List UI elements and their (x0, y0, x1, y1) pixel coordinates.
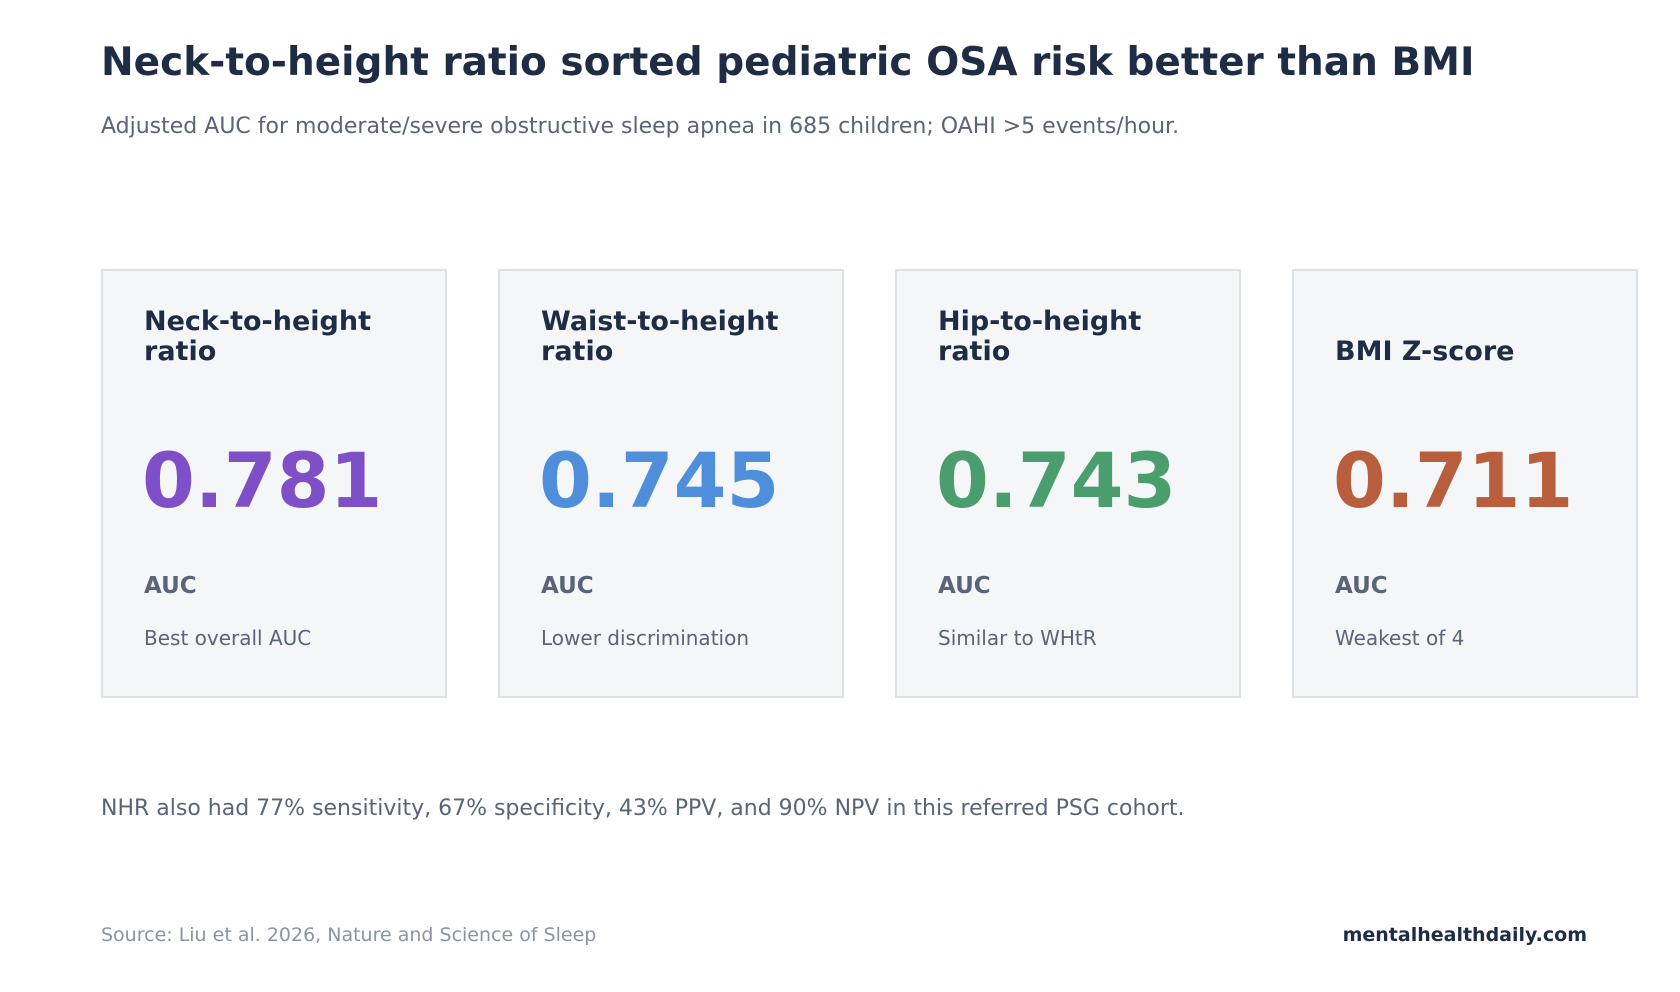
card-label: Neck-to-height ratio (144, 306, 371, 367)
card-value: 0.745 (539, 436, 780, 525)
card-value: 0.781 (142, 436, 383, 525)
card-label: Waist-to-height ratio (541, 306, 779, 367)
source: Source: Liu et al. 2026, Nature and Scie… (101, 924, 597, 946)
card-label: BMI Z-score (1335, 336, 1515, 367)
card-unit: AUC (1335, 573, 1388, 599)
card-note: Lower discrimination (541, 626, 749, 650)
footnote: NHR also had 77% sensitivity, 67% specif… (101, 796, 1185, 821)
metric-card: BMI Z-score 0.711 AUC Weakest of 4 (1292, 269, 1638, 698)
card-unit: AUC (541, 573, 594, 599)
metric-card: Hip-to-height ratio 0.743 AUC Similar to WH… (895, 269, 1241, 698)
card-value: 0.743 (936, 436, 1177, 525)
card-note: Similar to WHtR (938, 626, 1097, 650)
card-note: Best overall AUC (144, 626, 312, 650)
metric-card: Neck-to-height ratio 0.781 AUC Best overall… (101, 269, 447, 698)
title: Neck-to-height ratio sorted pediatric OS… (101, 40, 1475, 85)
card-unit: AUC (938, 573, 991, 599)
card-note: Weakest of 4 (1335, 626, 1465, 650)
metric-card: Waist-to-height ratio 0.745 AUC Lower discr… (498, 269, 844, 698)
subtitle: Adjusted AUC for moderate/severe obstruc… (101, 114, 1180, 139)
card-label: Hip-to-height ratio (938, 306, 1142, 367)
card-unit: AUC (144, 573, 197, 599)
card-value: 0.711 (1333, 436, 1574, 525)
brand: mentalhealthdaily.com (1342, 924, 1587, 946)
card-row: Neck-to-height ratio 0.781 AUC Best overall… (101, 269, 1638, 698)
